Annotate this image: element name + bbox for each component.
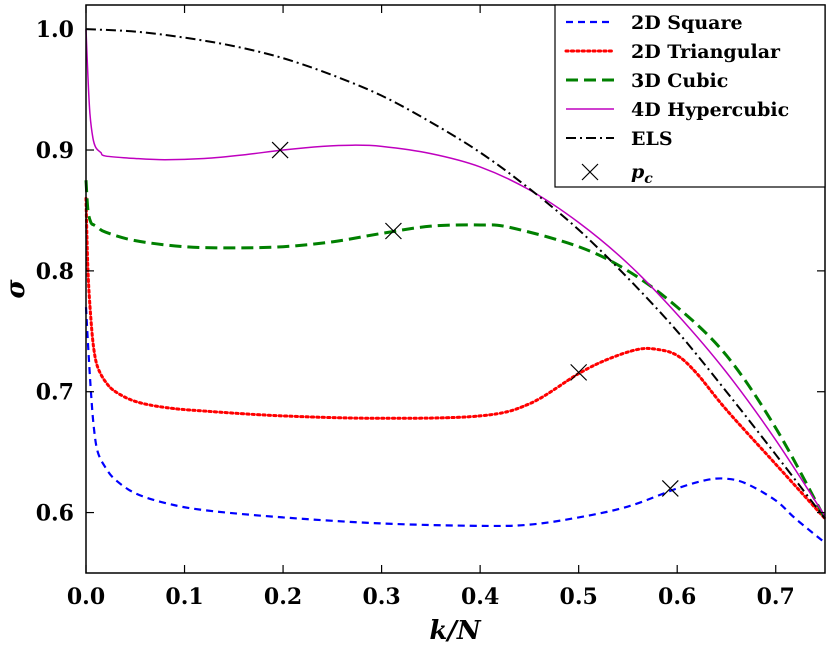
y-tick-label: 0.7 [36,380,74,406]
x-tick-label: 0.6 [658,584,696,610]
y-axis-label: σ [1,279,31,299]
x-tick-label: 0.4 [461,584,499,610]
legend-label-pc: pc [631,161,653,187]
pc-markers [271,141,679,497]
legend-pc-marker [581,163,599,181]
x-tick-label: 0.2 [264,584,302,610]
legend-label-3d-cubic: 3D Cubic [631,70,728,92]
series-layer [84,28,827,544]
legend-entry-pc: pc [581,161,653,187]
series-line-4d-hypercubic [85,29,826,517]
x-tick-label: 0.5 [560,584,598,610]
x-axis-ticks: 0.0 0.1 0.2 0.3 0.4 0.5 0.6 0.7 [67,5,795,610]
legend-label-4d-hypercubic: 4D Hypercubic [631,99,789,121]
x-axis-label: k/N [429,616,482,646]
legend-box [554,4,826,188]
y-axis-ticks: 0.6 0.7 0.8 0.9 1.0 [36,17,825,527]
pc-marker-1 [271,141,289,159]
pc-marker-4 [661,479,679,497]
y-tick-label: 0.6 [36,501,74,527]
x-tick-label: 0.1 [165,584,203,610]
series-line-2d-triangular [84,196,827,521]
pc-marker-2 [384,222,402,240]
y-tick-label: 0.8 [36,259,74,285]
legend-label-els: ELS [631,128,673,150]
series-line-2d-square [84,307,826,544]
x-tick-label: 0.0 [67,584,105,610]
legend-label-2d-square: 2D Square [631,12,743,34]
plot-frame [85,4,826,574]
legend-entries: 2D Square 2D Triangular 3D Cubic 4D Hypercu… [564,12,789,150]
x-tick-label: 0.7 [757,584,795,610]
pc-marker-3 [570,363,588,381]
y-tick-label: 0.9 [36,138,74,164]
y-tick-label: 1.0 [36,17,74,43]
legend: 2D Square 2D Triangular 3D Cubic 4D Hypercu… [554,4,826,188]
x-tick-label: 0.3 [362,584,400,610]
legend-label-2d-triangular: 2D Triangular [631,41,781,63]
series-line-3d-cubic [84,180,827,520]
